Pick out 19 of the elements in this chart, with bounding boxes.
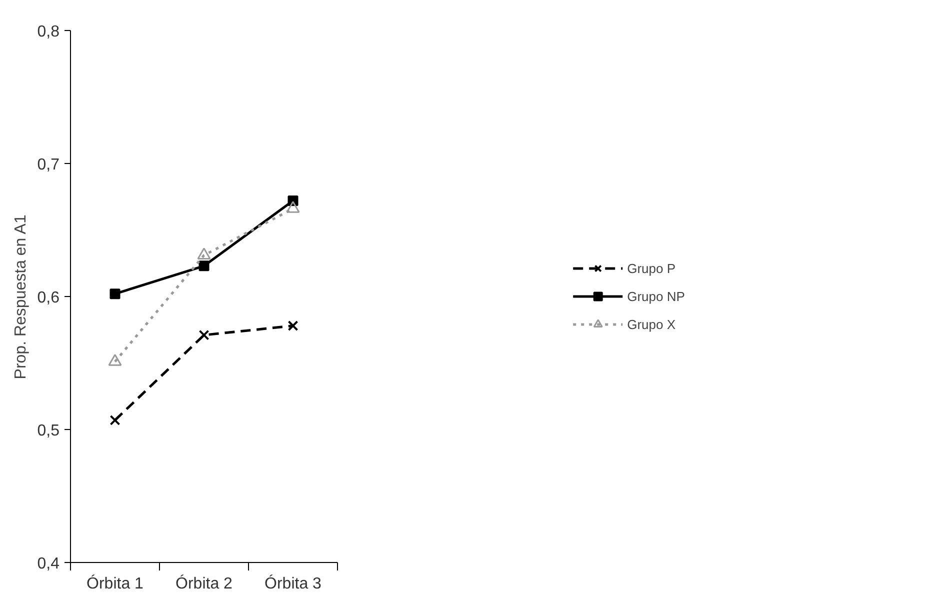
x-tick-label: Órbita 1 [86, 574, 144, 592]
y-tick-label: 0,8 [37, 24, 60, 40]
y-tick-label: 0,7 [37, 156, 60, 174]
point [197, 248, 211, 260]
legend-label: Grupo X [627, 316, 676, 332]
legend-label: Grupo NP [627, 288, 685, 304]
point [198, 260, 210, 272]
legend-label: Grupo P [627, 260, 676, 276]
point [198, 330, 210, 340]
point [288, 320, 298, 332]
y-tick-label: 0,5 [37, 422, 60, 440]
y-axis-title: Prop. Respuesta en A1 [12, 214, 30, 380]
x-tick-label: Órbita 2 [176, 574, 233, 592]
y-tick-label: 0,4 [37, 556, 60, 572]
y-tick-label: 0,6 [37, 290, 60, 306]
point [110, 414, 120, 426]
x-tick-label: Órbita 3 [264, 574, 322, 592]
point [286, 201, 300, 213]
point [110, 288, 120, 300]
